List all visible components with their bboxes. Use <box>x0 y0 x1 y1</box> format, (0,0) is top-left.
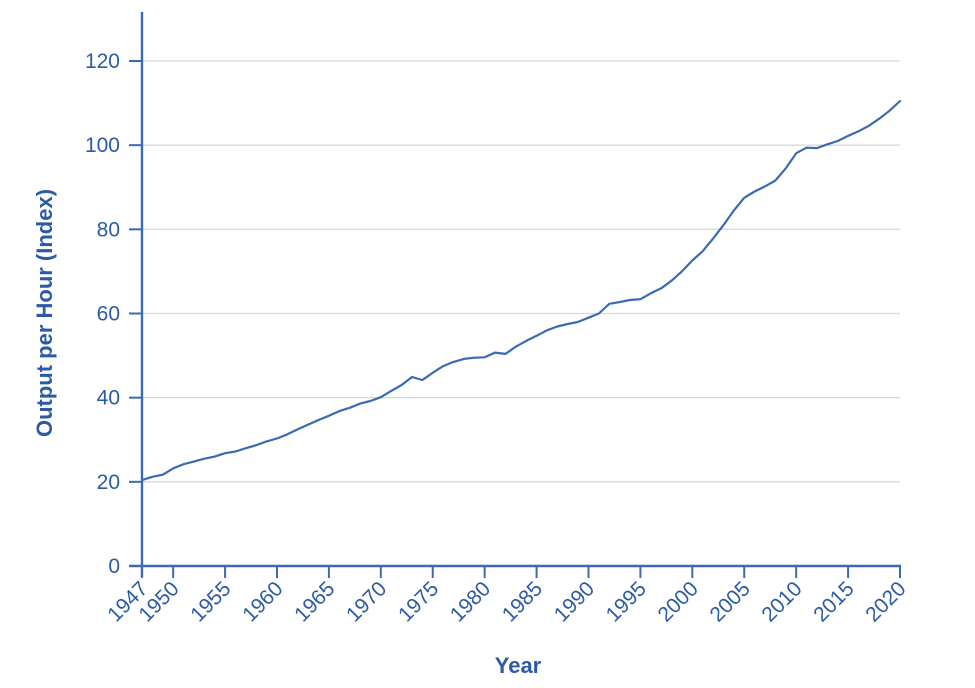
x-tick-label: 1985 <box>498 577 547 626</box>
y-tick-label: 120 <box>85 50 120 73</box>
gridlines-group <box>142 60 900 483</box>
x-tick-label: 1990 <box>550 577 599 626</box>
x-tick-label: 1995 <box>602 577 651 626</box>
x-tick-label: 2010 <box>757 577 806 626</box>
data-line <box>140 99 902 482</box>
x-axis-title: Year <box>495 653 542 678</box>
y-tick-label: 0 <box>108 555 120 578</box>
x-tick-label: 1965 <box>290 577 339 626</box>
y-tick-label: 20 <box>97 471 120 494</box>
axes-group <box>129 12 901 577</box>
x-tick-label: 2020 <box>861 577 910 626</box>
y-tick-label: 60 <box>97 303 120 326</box>
x-tick-label: 1975 <box>394 577 443 626</box>
x-tick-label: 1960 <box>238 577 287 626</box>
x-tick-label: 2005 <box>705 577 754 626</box>
x-tick-label: 1980 <box>446 577 495 626</box>
x-tick-label: 2000 <box>654 577 703 626</box>
x-tick-label: 2015 <box>809 577 858 626</box>
y-tick-label: 100 <box>85 134 120 157</box>
x-tick-label: 1970 <box>342 577 391 626</box>
y-tick-label: 80 <box>97 218 120 241</box>
series-group <box>140 99 902 482</box>
y-ticks-group: 0 20 40 60 80 100 120 <box>85 50 142 578</box>
y-axis-title: Output per Hour (Index) <box>32 189 57 437</box>
x-tick-label: 1955 <box>186 577 235 626</box>
y-tick-label: 40 <box>97 387 120 410</box>
